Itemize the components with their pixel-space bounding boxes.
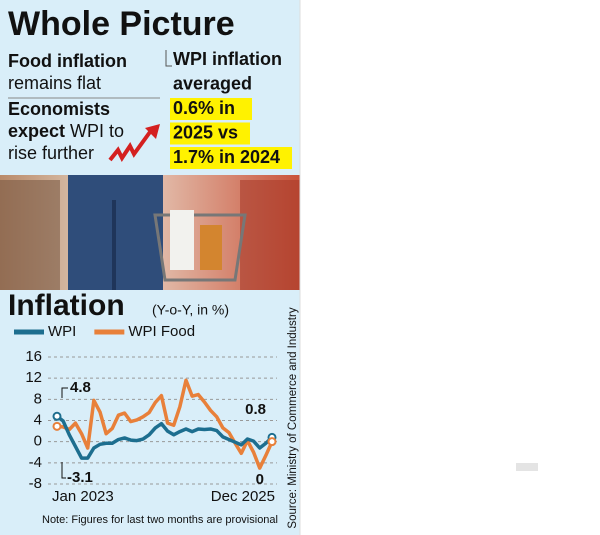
grocery — [200, 225, 222, 270]
summary-line: 0.6% in — [173, 98, 235, 118]
annotation: 0 — [256, 471, 264, 488]
y-tick-label: 8 — [34, 390, 42, 407]
highlight — [170, 98, 252, 120]
summary-line: 1.7% in 2024 — [173, 147, 280, 167]
point-line: Food inflation — [8, 51, 127, 71]
end-dot — [52, 421, 62, 431]
y-tick-label: 12 — [25, 369, 42, 386]
highlight — [170, 122, 250, 145]
note: Note: Figures for last two months are pr… — [42, 514, 278, 526]
annotation-leader — [61, 462, 66, 479]
title: Whole Picture — [8, 5, 235, 43]
y-tick-label: -4 — [29, 454, 42, 471]
chart-subtitle: (Y-o-Y, in %) — [152, 302, 229, 318]
point-text: rise further — [8, 143, 94, 163]
watermark — [516, 463, 538, 471]
point-text: Food inflation — [8, 51, 127, 71]
point-text: remains flat — [8, 73, 101, 93]
x-tick-label: Dec 2025 — [211, 488, 275, 505]
y-tick-label: -8 — [29, 475, 42, 492]
annotation-leader — [61, 387, 68, 398]
point-text: WPI to — [65, 121, 124, 141]
annotation: -3.1 — [67, 469, 93, 486]
annotation: 0.8 — [245, 401, 266, 418]
basket — [153, 213, 247, 282]
series-line — [56, 378, 274, 470]
shelf — [0, 180, 60, 290]
x-tick-label: Jan 2023 — [52, 488, 114, 505]
shelf — [240, 180, 300, 290]
arrow-head — [145, 124, 160, 139]
legend-label: WPI — [48, 323, 76, 340]
y-tick-label: 0 — [34, 433, 42, 450]
source: Source: Ministry of Commerce and Industr… — [287, 307, 299, 528]
point-text: Economists — [8, 99, 110, 119]
bracket — [165, 50, 172, 67]
point-line: rise further — [8, 143, 94, 163]
point-text: expect — [8, 121, 65, 141]
summary-line: 2025 vs — [173, 122, 238, 142]
chart-title: Inflation — [8, 289, 125, 322]
point-line: expect WPI to — [8, 121, 124, 141]
end-dot — [52, 411, 62, 421]
summary-line: averaged — [173, 73, 252, 93]
top-panel — [0, 0, 300, 175]
annotation: 4.8 — [70, 379, 91, 396]
rise-arrow — [108, 130, 152, 162]
point-line: remains flat — [8, 73, 101, 93]
summary-line: WPI inflation — [173, 49, 282, 69]
series-line — [55, 414, 274, 460]
y-tick-label: 4 — [34, 411, 42, 428]
jeans-seam — [112, 200, 116, 290]
legend-label: WPI Food — [128, 323, 195, 340]
highlight — [170, 147, 292, 169]
end-dot — [267, 437, 277, 447]
point-line: Economists — [8, 99, 110, 119]
bottle — [170, 210, 194, 270]
y-tick-label: 16 — [25, 348, 42, 365]
